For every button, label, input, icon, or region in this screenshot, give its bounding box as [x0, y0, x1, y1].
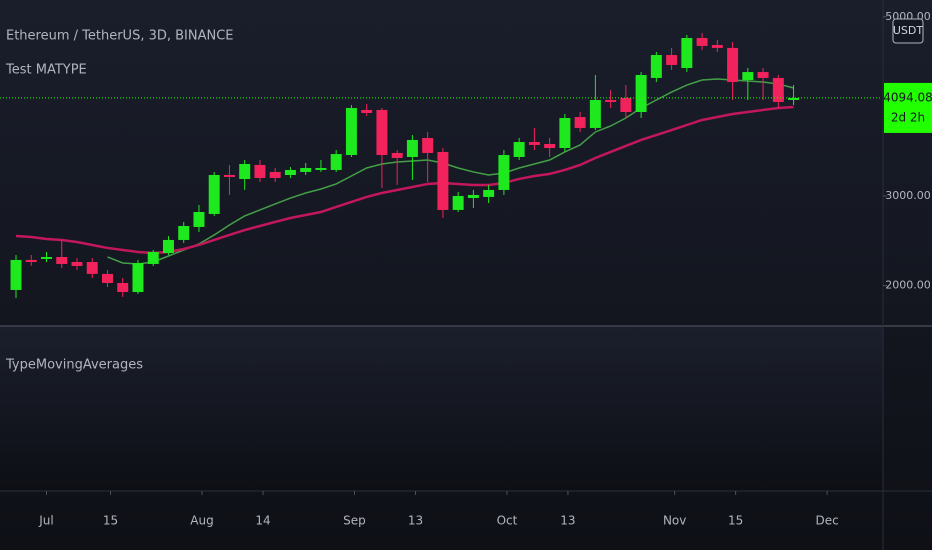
x-tick-label: 13 — [560, 514, 575, 528]
candle-body — [330, 154, 342, 170]
lower-pane-title: TypeMovingAverages — [5, 358, 143, 373]
candle-body — [86, 262, 98, 274]
candle-body — [178, 225, 190, 240]
candle-body — [25, 259, 37, 263]
candle-body — [437, 151, 449, 210]
indicator-title: Test MATYPE — [5, 63, 87, 78]
moving-average — [107, 78, 794, 265]
candle-body — [284, 169, 296, 175]
candle-body — [300, 168, 312, 172]
candle-body — [483, 189, 495, 197]
x-tick-label: 15 — [728, 514, 743, 528]
candle-body — [666, 55, 678, 65]
candle-body — [498, 155, 510, 190]
plot — [10, 32, 800, 299]
candle-body — [254, 164, 266, 178]
candle-body — [132, 262, 144, 293]
candle-body — [589, 100, 601, 128]
candle-body — [635, 75, 647, 113]
candle-body — [757, 72, 769, 78]
candle-body — [41, 256, 52, 259]
x-tick-label: Jul — [38, 514, 53, 528]
currency-box — [892, 18, 924, 44]
x-tick-label: 14 — [255, 514, 270, 528]
lower-pane — [0, 327, 883, 490]
candle-body — [101, 273, 113, 283]
candle-body — [239, 163, 251, 180]
x-tick-label: Aug — [190, 514, 213, 528]
candle-body — [361, 109, 373, 113]
candle-body — [452, 195, 464, 210]
candle-body — [650, 55, 662, 78]
candle-body — [544, 143, 556, 149]
x-tick-label: Dec — [815, 514, 838, 528]
countdown-label: 2d 2h — [891, 110, 925, 124]
y-tick-label: 3000.00 — [885, 189, 931, 202]
candle-body — [422, 137, 434, 153]
candle-body — [772, 77, 784, 102]
candle-body — [727, 47, 739, 82]
candle-body — [56, 256, 68, 264]
candle-body — [711, 44, 723, 48]
candle-body — [574, 117, 586, 128]
candle-body — [788, 97, 800, 100]
candle-body — [345, 107, 357, 156]
candle-body — [605, 100, 617, 102]
candle-body — [406, 139, 418, 157]
candle-body — [223, 175, 235, 177]
candle-body — [269, 171, 281, 178]
y-tick-label: 2000.00 — [885, 279, 931, 292]
x-tick-label: Nov — [663, 514, 686, 528]
x-tick-label: 13 — [408, 514, 423, 528]
candle-body — [742, 72, 754, 81]
candle-body — [513, 142, 525, 157]
candle-body — [696, 37, 708, 46]
candle-body — [193, 212, 205, 227]
candle-body — [117, 282, 129, 293]
currency-label: USDT — [893, 24, 924, 37]
candle-body — [315, 168, 327, 170]
price-label-box — [884, 82, 932, 133]
candle-body — [162, 239, 174, 254]
x-tick-label: Oct — [497, 514, 518, 528]
x-tick-label: 15 — [103, 514, 118, 528]
candle-body — [391, 152, 403, 158]
candle-body — [10, 259, 22, 290]
price-label: 4094.08 — [883, 90, 932, 104]
candle-body — [71, 262, 83, 266]
x-tick-label: Sep — [343, 514, 366, 528]
candle-body — [208, 175, 220, 214]
moving-average — [15, 105, 794, 255]
candle-body — [681, 37, 693, 69]
candle-body — [559, 118, 571, 149]
candle-body — [376, 109, 388, 156]
candle-body — [528, 142, 540, 145]
candle-body — [467, 194, 479, 199]
chart-title: Ethereum / TetherUS, 3D, BINANCE — [6, 29, 234, 44]
candle-body — [147, 251, 159, 264]
candle-body — [620, 97, 632, 113]
